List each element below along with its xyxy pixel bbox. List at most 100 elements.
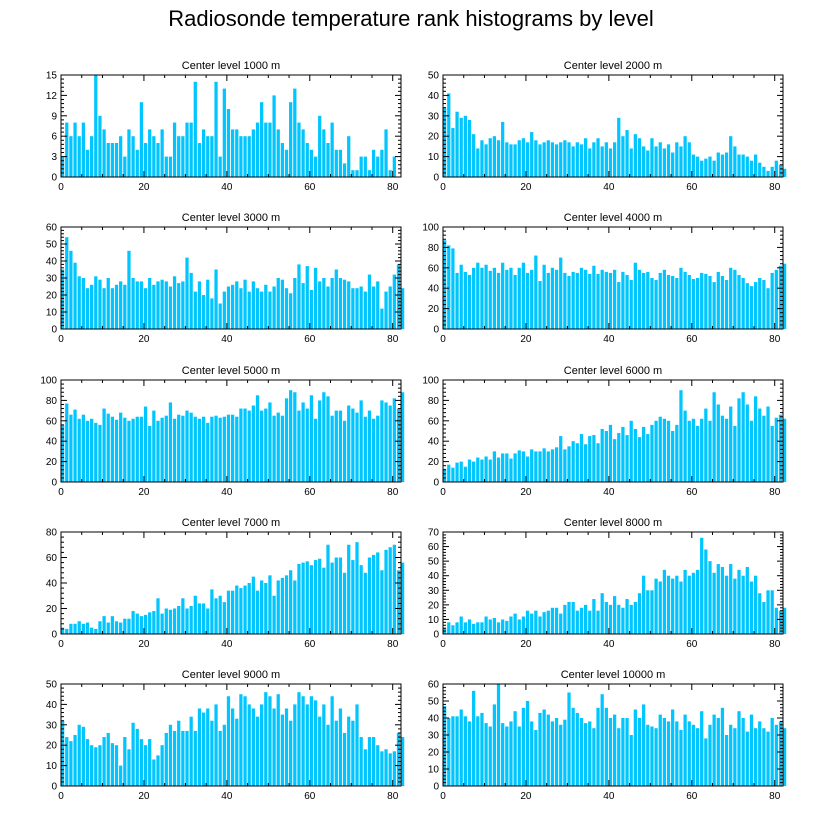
histogram-bar: [376, 745, 380, 786]
histogram-bar: [201, 712, 206, 786]
histogram-bar: [600, 146, 604, 177]
histogram-bar: [177, 605, 181, 634]
x-tick-label: 80: [387, 791, 399, 802]
histogram-bar: [700, 160, 704, 177]
histogram-bar: [231, 708, 235, 786]
histogram-bar: [720, 415, 725, 482]
histogram-bar: [654, 146, 658, 177]
histogram-bar: [214, 415, 218, 482]
histogram-bar: [525, 701, 530, 786]
histogram-bar: [766, 406, 770, 482]
y-tick-label: 60: [428, 542, 440, 553]
histogram-bar: [247, 410, 251, 482]
histogram-bar: [542, 264, 546, 329]
histogram-bar: [679, 267, 683, 329]
histogram-bar: [712, 714, 716, 786]
histogram-bar: [239, 408, 243, 482]
y-tick-label: 40: [46, 700, 58, 711]
panel-title: Center level 6000 m: [564, 365, 662, 377]
histogram-bar: [476, 457, 480, 482]
histogram-bar: [517, 140, 521, 177]
histogram-bar: [94, 276, 98, 329]
histogram-bar: [305, 561, 309, 634]
histogram-bar: [600, 269, 604, 329]
histogram-bar: [724, 735, 729, 786]
histogram-bar: [392, 544, 396, 634]
histogram-bar: [554, 447, 559, 482]
histogram-bar: [135, 149, 139, 177]
histogram-bar: [662, 418, 667, 482]
histogram-bar: [127, 420, 131, 482]
histogram-bar: [235, 281, 239, 329]
y-tick-label: 100: [422, 223, 439, 234]
panel-title: Center level 3000 m: [182, 212, 280, 224]
histogram-bar: [637, 437, 642, 482]
histogram-bar: [363, 572, 367, 634]
histogram-bar: [451, 467, 455, 482]
y-tick-label: 20: [428, 304, 440, 315]
histogram-bar: [85, 622, 90, 634]
histogram-bar: [247, 704, 251, 786]
y-tick-label: 30: [428, 731, 440, 742]
y-tick-label: 10: [46, 308, 58, 319]
y-tick-label: 20: [46, 291, 58, 302]
histogram-bar: [480, 459, 484, 482]
histogram-bar: [613, 269, 617, 329]
histogram-bar: [380, 400, 384, 482]
histogram-bar: [708, 156, 712, 177]
histogram-bar: [480, 712, 484, 786]
histogram-bar: [749, 160, 754, 177]
histogram-bar: [123, 417, 127, 482]
histogram-bar: [625, 599, 629, 634]
histogram-bar: [189, 272, 193, 329]
x-tick-label: 60: [304, 639, 316, 650]
y-tick-label: 10: [46, 761, 58, 772]
histogram-bar: [596, 273, 600, 329]
histogram-bar: [272, 595, 276, 634]
histogram-bar: [737, 398, 741, 482]
histogram-bar: [521, 707, 526, 786]
histogram-bar: [119, 412, 123, 482]
x-tick-label: 80: [387, 182, 399, 193]
y-tick-label: 0: [51, 173, 57, 184]
histogram-bar: [168, 609, 173, 634]
histogram-bar: [77, 621, 81, 634]
histogram-bar: [679, 390, 683, 482]
histogram-bar: [181, 415, 185, 482]
histogram-bar: [505, 453, 509, 482]
x-tick-label: 40: [603, 487, 615, 498]
histogram-bar: [380, 308, 384, 329]
histogram-bar: [455, 622, 459, 634]
histogram-bar: [226, 696, 231, 786]
histogram-bar: [280, 415, 285, 482]
histogram-bar: [733, 146, 737, 177]
histogram-bar: [783, 418, 787, 482]
histogram-bar: [687, 420, 691, 482]
histogram-bar: [367, 557, 372, 634]
histogram-bar: [621, 718, 625, 786]
histogram-bar: [148, 739, 152, 786]
histogram-bar: [745, 566, 749, 634]
histogram-bar: [716, 152, 720, 177]
histogram-bar: [330, 122, 334, 177]
histogram-bar: [571, 146, 575, 177]
histogram-bar: [521, 262, 526, 329]
histogram-bar: [588, 436, 592, 482]
histogram-bar: [509, 144, 513, 177]
histogram-bar: [388, 405, 392, 482]
histogram-bar: [342, 420, 347, 482]
histogram-bar: [210, 136, 214, 177]
histogram-bar: [546, 140, 550, 177]
y-tick-label: 0: [51, 782, 57, 793]
histogram-bar: [135, 416, 139, 482]
histogram-bar: [268, 696, 272, 786]
histogram-bar: [488, 459, 492, 482]
y-tick-label: 40: [428, 284, 440, 295]
histogram-bar: [695, 569, 700, 634]
histogram-bar: [737, 154, 741, 177]
x-tick-label: 40: [221, 334, 233, 345]
histogram-bar: [513, 274, 517, 329]
histogram-bar: [376, 281, 380, 329]
histogram-bar: [720, 154, 725, 177]
histogram-bar: [342, 572, 347, 634]
